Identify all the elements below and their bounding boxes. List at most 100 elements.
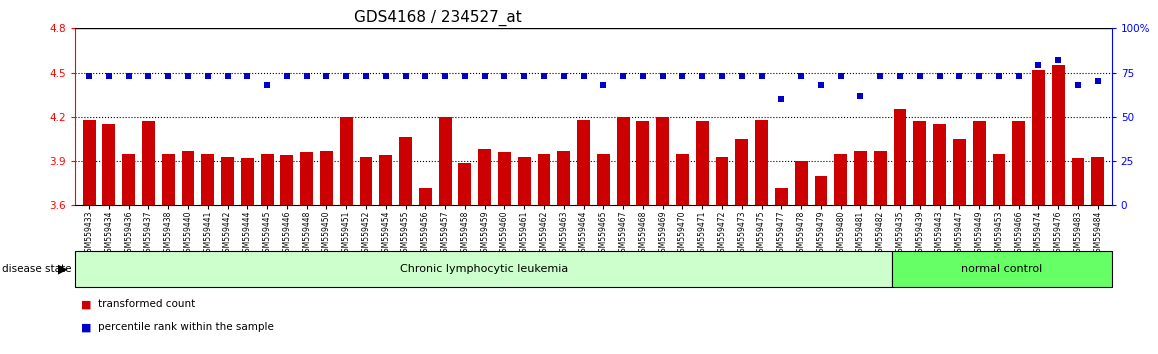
Point [298,73,316,79]
Bar [794,161,807,205]
Bar [874,151,887,205]
Bar [893,251,1112,287]
Point [733,73,752,79]
Bar [1012,121,1025,205]
Point [198,73,217,79]
Title: GDS4168 / 234527_at: GDS4168 / 234527_at [354,9,522,25]
Point [851,93,870,98]
Bar [400,137,412,205]
Point [258,82,277,88]
Point [357,73,375,79]
Point [1089,79,1107,84]
Bar [696,121,709,205]
Point [496,73,514,79]
Bar [201,154,214,205]
Text: ■: ■ [81,322,91,332]
Point [278,73,296,79]
Point [1049,57,1068,63]
Bar [380,155,393,205]
Point [139,73,157,79]
Point [812,82,830,88]
Point [594,82,613,88]
Point [653,73,672,79]
Point [159,73,177,79]
Point [930,73,948,79]
Point [1010,73,1028,79]
Text: disease state: disease state [2,264,72,274]
Bar [676,154,689,205]
Point [831,73,850,79]
Bar [142,121,155,205]
Bar [1071,158,1085,205]
Text: ■: ■ [81,299,91,309]
Bar [973,121,985,205]
Point [792,73,811,79]
Point [692,73,711,79]
Bar [953,139,966,205]
Point [950,73,968,79]
Bar [537,154,550,205]
Bar [162,154,175,205]
Bar [657,117,669,205]
Bar [834,154,848,205]
Point [871,73,889,79]
Point [772,96,791,102]
Bar [518,156,530,205]
Point [119,73,138,79]
Bar [557,151,570,205]
Point [574,73,593,79]
Bar [914,121,926,205]
Bar [75,251,893,287]
Bar [280,155,293,205]
Bar [459,162,471,205]
Bar [360,156,373,205]
Bar [855,151,867,205]
Bar [320,151,332,205]
Point [910,73,929,79]
Point [555,73,573,79]
Point [219,73,237,79]
Bar [933,124,946,205]
Point [990,73,1009,79]
Bar [735,139,748,205]
Bar [1051,65,1064,205]
Bar [775,188,787,205]
Point [100,73,118,79]
Bar [300,152,313,205]
Bar [498,152,511,205]
Bar [716,156,728,205]
Text: Chronic lymphocytic leukemia: Chronic lymphocytic leukemia [400,264,567,274]
Point [435,73,454,79]
Bar [221,156,234,205]
Bar [439,117,452,205]
Point [476,73,494,79]
Bar [123,154,135,205]
Point [891,73,909,79]
Bar [478,149,491,205]
Bar [577,120,591,205]
Text: ▶: ▶ [58,263,67,275]
Text: transformed count: transformed count [98,299,196,309]
Bar [596,154,610,205]
Bar [339,117,353,205]
Point [535,73,554,79]
Point [633,73,652,79]
Bar [617,117,630,205]
Bar [182,151,195,205]
Bar [102,124,116,205]
Bar [261,154,273,205]
Bar [814,176,827,205]
Point [673,73,691,79]
Bar [1032,70,1045,205]
Point [416,73,434,79]
Bar [992,154,1005,205]
Point [713,73,732,79]
Text: normal control: normal control [961,264,1042,274]
Point [515,73,534,79]
Bar [241,158,254,205]
Point [396,73,415,79]
Point [317,73,336,79]
Point [455,73,474,79]
Bar [637,121,650,205]
Point [376,73,395,79]
